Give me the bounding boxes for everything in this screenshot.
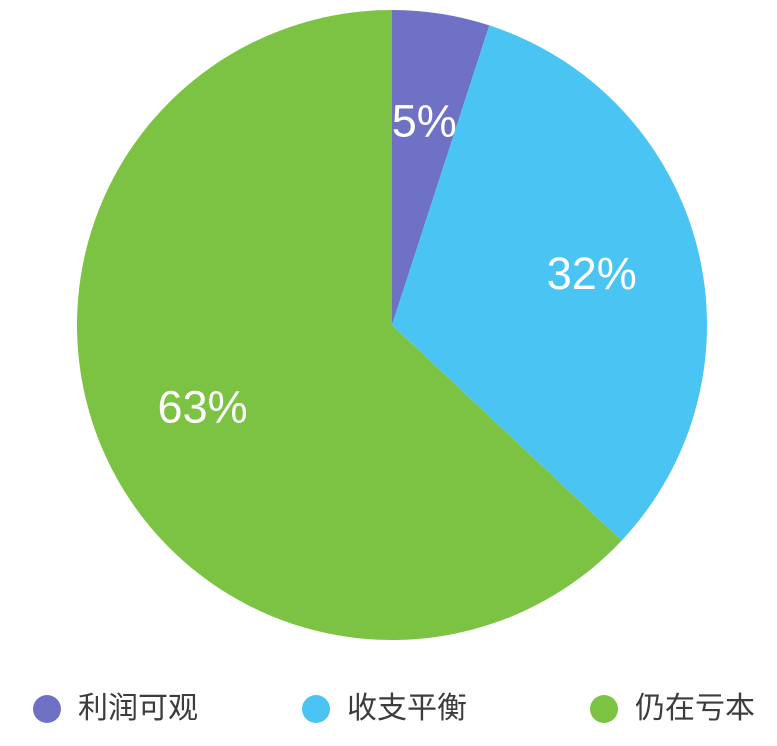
legend: 利润可观 收支平衡 仍在亏本 (0, 693, 777, 727)
legend-label-losing: 仍在亏本 (635, 692, 755, 725)
pie-slice-1[interactable] (392, 25, 707, 541)
legend-label-breakeven: 收支平衡 (347, 692, 467, 725)
pie-slice-label-1: 32% (547, 248, 637, 299)
legend-label-profit: 利润可观 (78, 692, 198, 725)
legend-item-profit[interactable]: 利润可观 (33, 693, 198, 725)
pie-chart: 5% 32% 63% (77, 10, 707, 640)
legend-marker-profit-icon (33, 695, 61, 723)
legend-marker-breakeven-icon (302, 695, 330, 723)
pie-slice-2[interactable] (77, 10, 622, 640)
pie-slice-0[interactable] (392, 10, 490, 325)
legend-item-losing[interactable]: 仍在亏本 (590, 693, 755, 725)
pie-slice-label-0: 5% (392, 96, 457, 147)
legend-marker-losing-icon (590, 695, 618, 723)
pie-slice-label-2: 63% (158, 381, 248, 432)
legend-item-breakeven[interactable]: 收支平衡 (302, 693, 467, 725)
